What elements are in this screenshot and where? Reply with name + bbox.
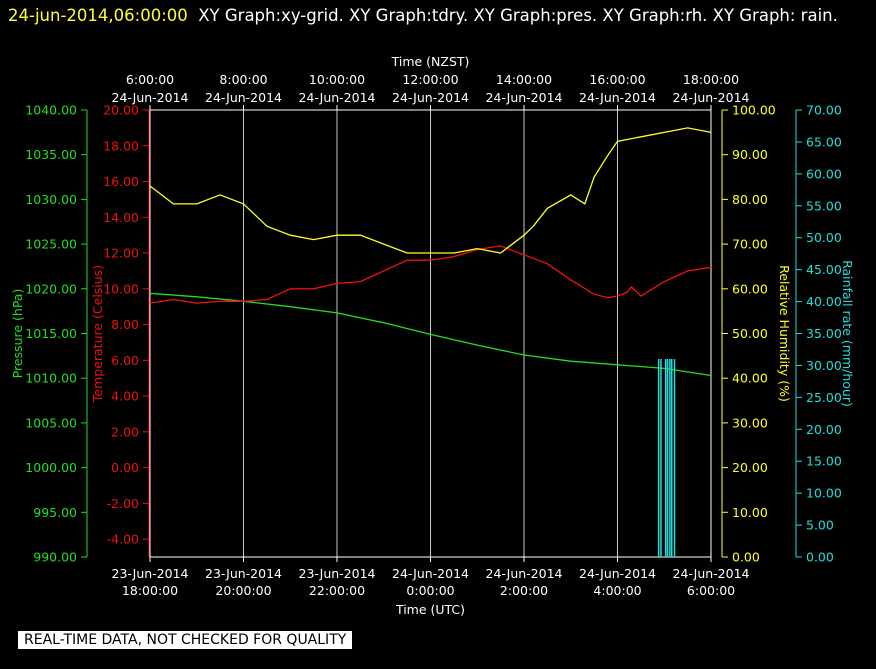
labels-layer: 6:00:00 24-Jun-2014 8:00:00 24-Jun-2014 10:0… xyxy=(10,54,855,617)
x-bottom-tick-time: 2:00:00 xyxy=(500,583,548,598)
rain-tick-label: 70.00 xyxy=(806,103,842,118)
quality-notice: REAL-TIME DATA, NOT CHECKED FOR QUALITY xyxy=(18,631,353,649)
x-bottom-tick-time: 18:00:00 xyxy=(122,583,178,598)
rain-tick-label: 30.00 xyxy=(806,358,842,373)
x-top-tick-time: 14:00:00 xyxy=(496,72,552,87)
rain-tick-label: 5.00 xyxy=(806,518,834,533)
x-bottom-tick-date: 24-Jun-2014 xyxy=(486,566,563,581)
x-bottom-tick-date: 24-Jun-2014 xyxy=(392,566,469,581)
humidity-tick-label: 30.00 xyxy=(732,415,768,430)
x-bottom-tick-time: 4:00:00 xyxy=(593,583,641,598)
x-top-tick-time: 16:00:00 xyxy=(589,72,645,87)
x-top-tick-time: 18:00:00 xyxy=(683,72,739,87)
temperature-tick-label: 12.00 xyxy=(103,246,139,261)
pressure-tick-label: 1020.00 xyxy=(25,281,77,296)
rain-tick-label: 40.00 xyxy=(806,294,842,309)
temperature-tick-label: 14.00 xyxy=(103,210,139,225)
x-bottom-axis-label: Time (UTC) xyxy=(395,602,465,617)
x-top-tick-date: 24-Jun-2014 xyxy=(673,90,750,105)
temperature-tick-label: 20.00 xyxy=(103,103,139,118)
rain-tick-label: 65.00 xyxy=(806,134,842,149)
rain-tick-label: 45.00 xyxy=(806,262,842,277)
x-top-tick-time: 10:00:00 xyxy=(309,72,365,87)
temperature-tick-label: 10.00 xyxy=(103,281,139,296)
humidity-tick-label: 50.00 xyxy=(732,326,768,341)
pressure-tick-label: 1030.00 xyxy=(25,192,77,207)
temperature-tick-label: 2.00 xyxy=(111,424,139,439)
x-top-tick-date: 24-Jun-2014 xyxy=(112,90,189,105)
temperature-line xyxy=(149,245,712,304)
pressure-tick-label: 1010.00 xyxy=(25,371,77,386)
humidity-tick-label: 10.00 xyxy=(732,505,768,520)
rain-tick-label: 55.00 xyxy=(806,198,842,213)
grid-layer xyxy=(150,110,711,558)
rain-tick-label: 0.00 xyxy=(806,550,834,565)
x-bottom-tick-date: 23-Jun-2014 xyxy=(112,566,189,581)
humidity-tick-label: 20.00 xyxy=(732,460,768,475)
x-top-tick-date: 24-Jun-2014 xyxy=(392,90,469,105)
rain-axis-label: Rainfall rate (mm/hour) xyxy=(840,260,855,407)
humidity-axis-label: Relative Humidity (%) xyxy=(777,265,792,402)
graph-list: XY Graph:xy-grid. XY Graph:tdry. XY Grap… xyxy=(198,6,838,25)
temperature-tick-label: 8.00 xyxy=(111,317,139,332)
x-bottom-tick-time: 0:00:00 xyxy=(406,583,454,598)
x-top-tick-date: 24-Jun-2014 xyxy=(579,90,656,105)
temperature-tick-label: 6.00 xyxy=(111,353,139,368)
rain-tick-label: 35.00 xyxy=(806,326,842,341)
humidity-tick-label: 80.00 xyxy=(732,192,768,207)
pressure-tick-label: 995.00 xyxy=(33,505,77,520)
humidity-tick-label: 70.00 xyxy=(732,237,768,252)
x-top-axis-label: Time (NZST) xyxy=(391,54,470,69)
rain-tick-label: 10.00 xyxy=(806,486,842,501)
x-top-tick-date: 24-Jun-2014 xyxy=(205,90,282,105)
humidity-tick-label: 90.00 xyxy=(732,147,768,162)
x-bottom-tick-date: 23-Jun-2014 xyxy=(299,566,376,581)
pressure-tick-label: 990.00 xyxy=(33,550,77,565)
x-bottom-tick-time: 22:00:00 xyxy=(309,583,365,598)
x-bottom-tick-time: 20:00:00 xyxy=(215,583,271,598)
temperature-tick-label: 16.00 xyxy=(103,174,139,189)
x-bottom-tick-time: 6:00:00 xyxy=(687,583,735,598)
series-layer xyxy=(149,127,712,557)
temperature-tick-label: 4.00 xyxy=(111,389,139,404)
rain-tick-label: 15.00 xyxy=(806,454,842,469)
rain-tick-label: 20.00 xyxy=(806,422,842,437)
pressure-tick-label: 1025.00 xyxy=(25,237,77,252)
humidity-tick-label: 40.00 xyxy=(732,371,768,386)
pressure-tick-label: 1035.00 xyxy=(25,147,77,162)
temperature-axis-label: Temperature (Celsius) xyxy=(90,265,105,403)
humidity-tick-label: 0.00 xyxy=(732,550,760,565)
rain-tick-label: 60.00 xyxy=(806,166,842,181)
rain-tick-label: 25.00 xyxy=(806,390,842,405)
temperature-tick-label: -2.00 xyxy=(107,496,139,511)
humidity-line xyxy=(149,127,712,254)
x-top-tick-time: 12:00:00 xyxy=(402,72,458,87)
x-bottom-tick-date: 24-Jun-2014 xyxy=(579,566,656,581)
pressure-tick-label: 1000.00 xyxy=(25,460,77,475)
humidity-tick-label: 60.00 xyxy=(732,281,768,296)
x-top-tick-time: 6:00:00 xyxy=(126,72,174,87)
timestamp: 24-jun-2014,06:00:00 xyxy=(8,6,188,25)
temperature-tick-label: -4.00 xyxy=(107,532,139,547)
humidity-tick-label: 100.00 xyxy=(732,103,776,118)
x-top-tick-date: 24-Jun-2014 xyxy=(299,90,376,105)
pressure-tick-label: 1015.00 xyxy=(25,326,77,341)
pressure-tick-label: 1005.00 xyxy=(25,415,77,430)
x-top-tick-date: 24-Jun-2014 xyxy=(486,90,563,105)
axes-layer xyxy=(81,105,802,562)
pressure-tick-label: 1040.00 xyxy=(25,103,77,118)
temperature-tick-label: 0.00 xyxy=(111,460,139,475)
rain-tick-label: 50.00 xyxy=(806,230,842,245)
pressure-axis-label: Pressure (hPa) xyxy=(10,289,25,379)
temperature-tick-label: 18.00 xyxy=(103,138,139,153)
page-title: 24-jun-2014,06:00:00 XY Graph:xy-grid. X… xyxy=(8,2,868,30)
x-bottom-tick-date: 23-Jun-2014 xyxy=(205,566,282,581)
x-bottom-tick-date: 24-Jun-2014 xyxy=(673,566,750,581)
x-top-tick-time: 8:00:00 xyxy=(219,72,267,87)
